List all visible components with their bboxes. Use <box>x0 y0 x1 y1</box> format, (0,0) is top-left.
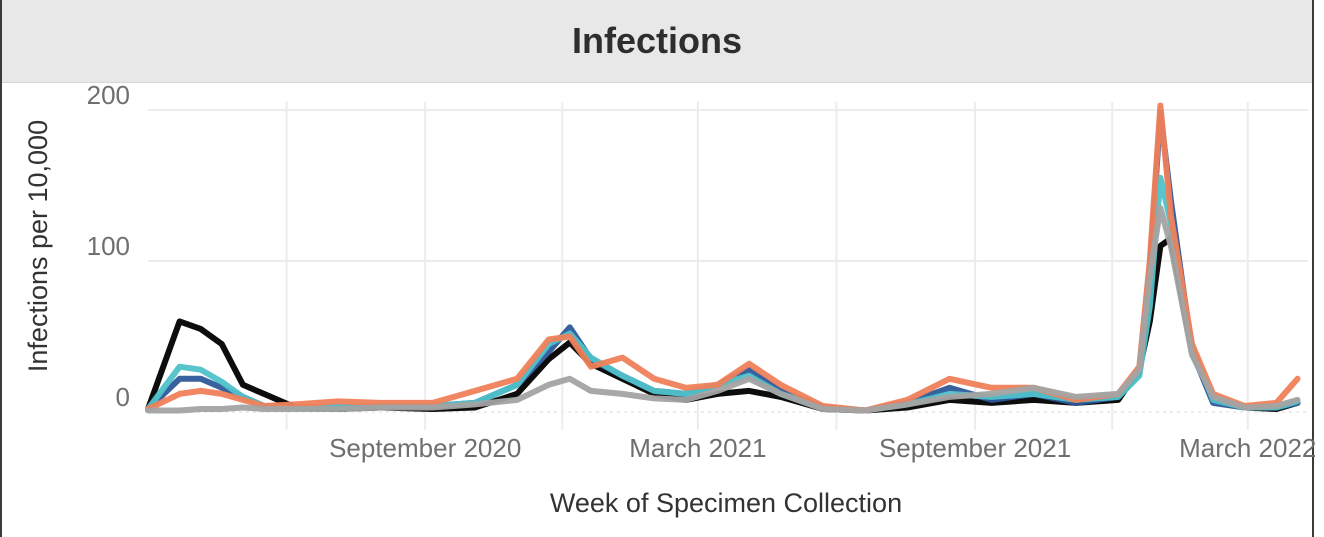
tick-layer: 0 100 200 September 2020 March 2021 September… <box>87 80 1317 463</box>
grid-layer <box>148 102 1308 430</box>
x-tick-label: September 2021 <box>879 433 1071 463</box>
series-layer <box>145 102 1301 414</box>
y-tick-label: 0 <box>116 382 130 412</box>
x-axis-label: Week of Specimen Collection <box>550 488 902 518</box>
y-tick-label: 100 <box>87 231 130 261</box>
x-tick-label: March 2021 <box>629 433 766 463</box>
series-line-3 <box>145 174 1301 414</box>
x-tick-label: September 2020 <box>329 433 521 463</box>
chart-header: Infections <box>2 0 1312 83</box>
y-tick-label: 200 <box>87 80 130 110</box>
x-tick-label: March 2022 <box>1179 433 1316 463</box>
y-axis-label: Infections per 10,000 <box>23 120 53 372</box>
chart-title: Infections <box>571 20 742 61</box>
series-line-5 <box>145 205 1301 414</box>
series-line-4 <box>145 102 1301 414</box>
